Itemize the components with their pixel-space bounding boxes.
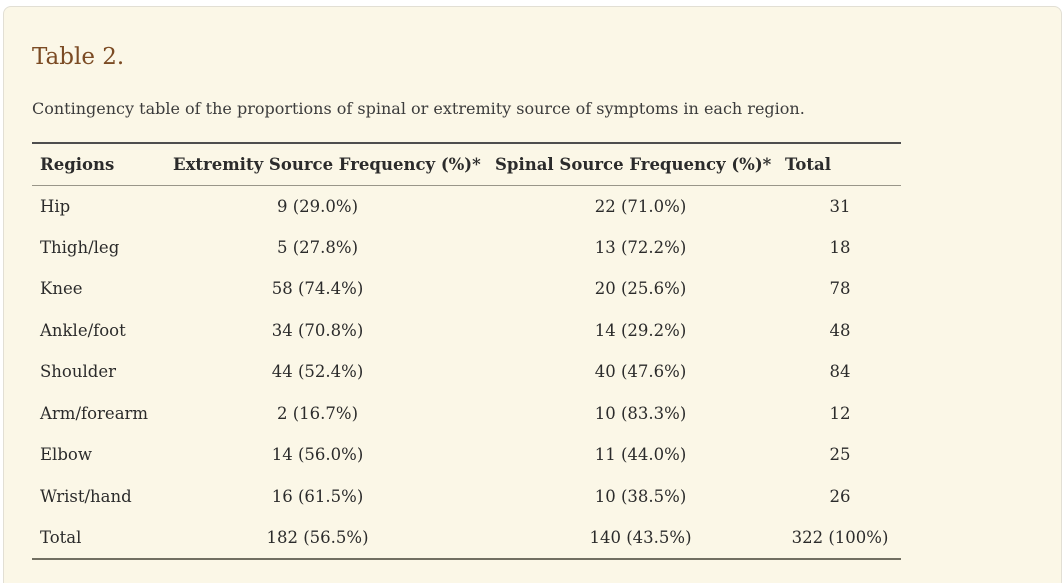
cell-value: 322 (100%) [791, 527, 889, 547]
cell-value: 16 (61.5%) [271, 486, 364, 506]
cell-value: 25 [829, 445, 851, 465]
row-label: Shoulder [40, 362, 116, 382]
cell-value: 48 [829, 320, 851, 340]
row-label: Total [40, 527, 82, 547]
cell-value: 9 (29.0%) [276, 196, 359, 216]
contingency-table: Regions Extremity Source Frequency (%)* … [32, 142, 901, 560]
cell-value: 40 (47.6%) [594, 362, 687, 382]
cell-value: 140 (43.5%) [589, 527, 692, 547]
row-label: Thigh/leg [40, 237, 120, 257]
table-row-total: Total 182 (56.5%) 140 (43.5%) 322 (100%) [32, 517, 901, 559]
cell-value: 182 (56.5%) [266, 527, 369, 547]
table-caption: Contingency table of the proportions of … [32, 99, 805, 118]
cell-value: 2 (16.7%) [276, 403, 359, 423]
table-row: Thigh/leg 5 (27.8%) 13 (72.2%) 18 [32, 227, 901, 269]
row-label: Arm/forearm [40, 403, 149, 423]
cell-value: 5 (27.8%) [276, 237, 359, 257]
cell-value: 78 [829, 279, 851, 299]
table-panel: Table 2. Contingency table of the propor… [3, 6, 1062, 583]
cell-value: 18 [829, 237, 851, 257]
row-label: Wrist/hand [40, 486, 132, 506]
cell-value: 44 (52.4%) [271, 362, 364, 382]
column-header-spinal-source: Spinal Source Frequency (%)* [495, 154, 772, 174]
cell-value: 10 (38.5%) [594, 486, 687, 506]
column-header-total: Total [785, 154, 831, 174]
cell-value: 14 (29.2%) [594, 320, 687, 340]
table-row: Knee 58 (74.4%) 20 (25.6%) 78 [32, 268, 901, 310]
row-label: Elbow [40, 445, 92, 465]
cell-value: 22 (71.0%) [594, 196, 687, 216]
cell-value: 26 [829, 486, 851, 506]
row-label: Hip [40, 196, 71, 216]
column-header-regions: Regions [40, 154, 115, 174]
table-row: Ankle/foot 34 (70.8%) 14 (29.2%) 48 [32, 310, 901, 352]
cell-value: 34 (70.8%) [271, 320, 364, 340]
column-header-extremity-source: Extremity Source Frequency (%)* [173, 154, 481, 174]
cell-value: 84 [829, 362, 851, 382]
cell-value: 12 [829, 403, 851, 423]
table-row: Wrist/hand 16 (61.5%) 10 (38.5%) 26 [32, 476, 901, 518]
row-label: Knee [40, 279, 83, 299]
cell-value: 14 (56.0%) [271, 445, 364, 465]
cell-value: 58 (74.4%) [271, 279, 364, 299]
table-row: Hip 9 (29.0%) 22 (71.0%) 31 [32, 185, 901, 227]
table-header-row: Regions Extremity Source Frequency (%)* … [32, 143, 901, 185]
table-row: Arm/forearm 2 (16.7%) 10 (83.3%) 12 [32, 393, 901, 435]
cell-value: 10 (83.3%) [594, 403, 687, 423]
table-body: Hip 9 (29.0%) 22 (71.0%) 31 Thigh/leg 5 (27.8… [32, 185, 901, 559]
table-row: Elbow 14 (56.0%) 11 (44.0%) 25 [32, 434, 901, 476]
row-label: Ankle/foot [40, 320, 126, 340]
cell-value: 11 (44.0%) [594, 445, 687, 465]
table-title: Table 2. [32, 44, 125, 70]
cell-value: 20 (25.6%) [594, 279, 687, 299]
cell-value: 31 [829, 196, 851, 216]
table-row: Shoulder 44 (52.4%) 40 (47.6%) 84 [32, 351, 901, 393]
cell-value: 13 (72.2%) [594, 237, 687, 257]
